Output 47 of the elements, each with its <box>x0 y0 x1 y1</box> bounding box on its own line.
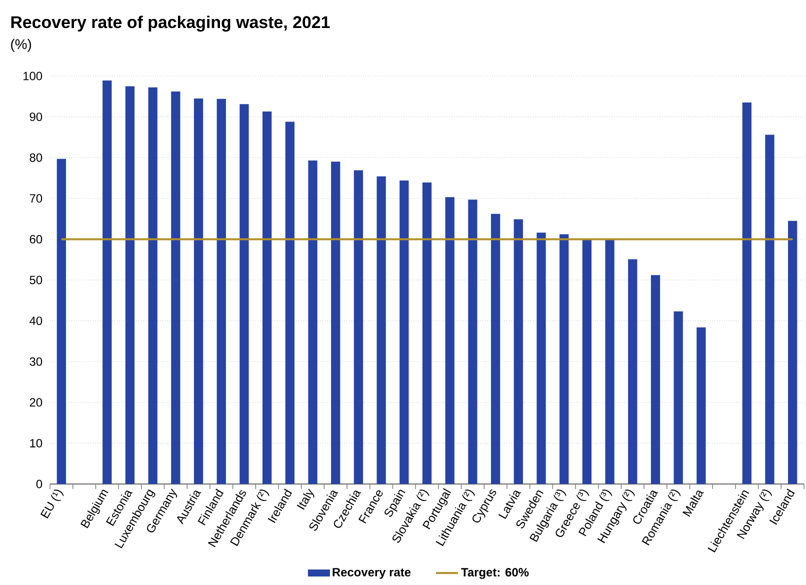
bar <box>171 92 180 484</box>
y-tick-label: 60 <box>30 234 42 244</box>
bar <box>285 122 294 484</box>
y-tick-label: 40 <box>30 316 42 326</box>
bar <box>628 259 638 484</box>
bar <box>125 86 135 484</box>
bar <box>788 220 798 484</box>
bar <box>514 219 523 484</box>
legend-label: Target: 60% <box>461 568 529 579</box>
bar <box>742 102 752 484</box>
bar <box>331 162 340 484</box>
bar <box>468 200 478 484</box>
y-tick-label: 20 <box>30 398 42 407</box>
bar <box>400 180 409 484</box>
y-tick-label: 90 <box>30 112 42 122</box>
bar <box>765 134 774 484</box>
bar <box>354 170 364 484</box>
bar <box>376 176 386 484</box>
y-tick-label: 100 <box>24 72 42 80</box>
bar <box>102 80 112 484</box>
bar <box>605 240 614 484</box>
chart-title: Recovery rate of packaging waste, 2021 <box>11 16 330 32</box>
bar <box>536 232 546 484</box>
bar <box>445 197 454 484</box>
y-tick-label: 0 <box>36 480 42 488</box>
bar <box>650 275 660 484</box>
x-tick-label: EU (¹) <box>40 490 64 518</box>
y-tick-label: 70 <box>30 194 42 203</box>
y-axis-title: (%) <box>11 38 32 52</box>
bar <box>262 111 272 484</box>
y-tick-label: 50 <box>30 276 42 284</box>
bar <box>696 327 706 484</box>
y-tick-label: 80 <box>30 153 42 162</box>
bar <box>308 160 318 484</box>
y-tick-label: 30 <box>30 357 42 366</box>
legend-label: Recovery rate <box>332 568 411 579</box>
bar <box>194 98 204 484</box>
bar <box>422 182 432 484</box>
bar <box>560 234 569 484</box>
y-tick-label: 10 <box>30 438 42 448</box>
bar <box>582 240 592 484</box>
bar <box>240 104 249 484</box>
bar <box>56 158 66 484</box>
bar <box>148 87 158 484</box>
bar <box>674 311 683 484</box>
bar <box>216 98 226 484</box>
bar <box>490 214 500 484</box>
